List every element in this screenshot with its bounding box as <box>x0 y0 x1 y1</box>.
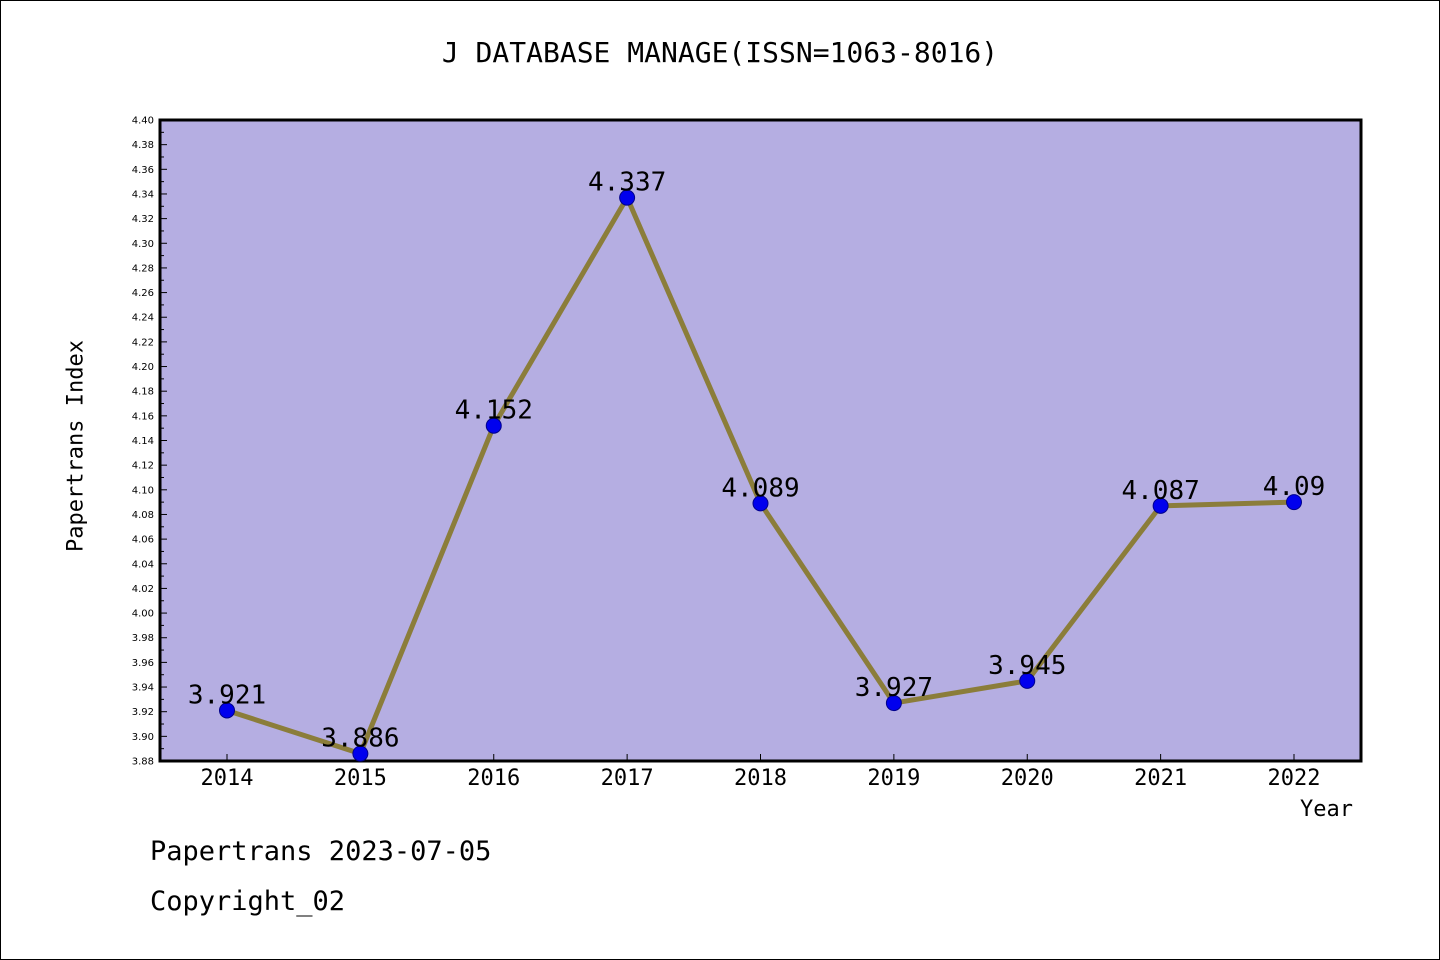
y-tick-label: 4.30 <box>132 239 154 250</box>
data-point <box>1152 497 1169 514</box>
data-point <box>219 702 235 719</box>
y-tick-label: 4.14 <box>132 436 154 447</box>
data-label: 4.09 <box>1263 472 1326 502</box>
y-tick-label: 3.92 <box>132 707 154 718</box>
data-label: 3.945 <box>988 651 1066 681</box>
y-tick-label: 4.28 <box>132 263 154 274</box>
y-tick-label: 4.10 <box>132 485 154 496</box>
x-tick-label: 2019 <box>867 766 920 791</box>
data-point <box>485 417 502 434</box>
y-tick-label: 4.04 <box>132 559 154 570</box>
y-tick-label: 4.32 <box>132 214 154 225</box>
y-tick-label: 4.34 <box>132 189 154 200</box>
y-tick-label: 3.88 <box>132 757 154 768</box>
y-tick-label: 3.90 <box>132 732 154 743</box>
x-tick-label: 2014 <box>201 766 254 791</box>
data-label: 4.337 <box>588 168 666 198</box>
y-tick-label: 4.20 <box>132 362 154 373</box>
footer-copyright: Copyright_02 <box>150 886 346 917</box>
x-tick-label: 2017 <box>601 766 654 791</box>
data-label: 3.886 <box>321 724 399 754</box>
y-tick-label: 3.94 <box>132 683 154 694</box>
x-tick-label: 2018 <box>734 766 787 791</box>
footer-date: Papertrans 2023-07-05 <box>150 836 492 867</box>
data-label: 4.089 <box>721 473 799 503</box>
data-point <box>619 189 636 206</box>
x-tick-label: 2020 <box>1001 766 1054 791</box>
y-tick-label: 4.12 <box>132 461 154 472</box>
x-tick-label: 2022 <box>1268 766 1321 791</box>
x-tick-label: 2015 <box>334 766 387 791</box>
y-tick-label: 4.02 <box>132 584 154 595</box>
y-tick-label: 4.26 <box>132 288 154 299</box>
data-point <box>752 495 769 512</box>
data-point <box>352 745 369 762</box>
x-tick-label: 2016 <box>467 766 520 791</box>
y-tick-label: 3.98 <box>132 633 154 644</box>
chart-title: J DATABASE MANAGE(ISSN=1063-8016) <box>441 36 999 69</box>
y-tick-label: 4.06 <box>132 535 154 546</box>
y-tick-label: 4.24 <box>132 313 154 324</box>
y-tick-label: 4.16 <box>132 411 154 422</box>
x-axis-label: Year <box>1300 797 1353 822</box>
data-point <box>1286 494 1302 511</box>
data-label: 4.152 <box>455 396 533 426</box>
data-point <box>885 695 902 712</box>
y-tick-label: 4.18 <box>132 387 154 398</box>
data-label: 3.921 <box>188 680 266 710</box>
y-tick-label: 4.00 <box>132 609 154 620</box>
y-tick-label: 3.96 <box>132 658 154 669</box>
x-tick-label: 2021 <box>1134 766 1187 791</box>
y-tick-label: 4.40 <box>132 116 154 127</box>
data-label: 4.087 <box>1121 476 1199 506</box>
data-label: 3.927 <box>855 673 933 703</box>
data-point <box>1019 672 1036 689</box>
y-tick-label: 4.36 <box>132 165 154 176</box>
plot-area <box>158 118 1363 763</box>
y-tick-label: 4.38 <box>132 140 154 151</box>
y-tick-label: 4.08 <box>132 510 154 521</box>
y-tick-label: 4.22 <box>132 337 154 348</box>
